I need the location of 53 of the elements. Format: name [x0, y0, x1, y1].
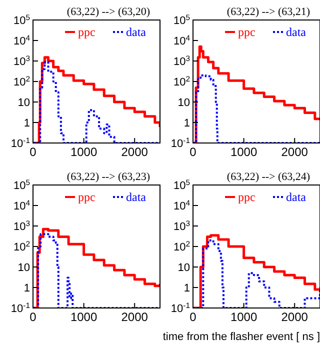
legend-label: data	[126, 190, 147, 204]
y-tick-label: 10$^{3}$	[173, 54, 190, 68]
y-tick-label: 10$^{-1}$	[170, 136, 190, 150]
y-tick-label: 10	[18, 97, 30, 109]
legend-label: ppc	[238, 25, 256, 39]
y-tick-label: 1	[184, 118, 190, 130]
legend-label: data	[286, 190, 307, 204]
y-tick-label: 10$^{2}$	[173, 239, 190, 254]
y-tick-label: 10$^{-1}$	[10, 136, 30, 150]
y-tick-label: 10$^{3}$	[13, 54, 30, 68]
legend-label: ppc	[78, 25, 96, 39]
y-tick-label: 10$^{5}$	[13, 12, 30, 27]
y-tick-label: 10$^{2}$	[13, 74, 30, 88]
x-tick-label: 0	[30, 310, 37, 324]
x-tick-label: 2000	[121, 310, 148, 324]
chart-title: (63,22) --> (63,21)	[226, 6, 310, 18]
y-tick-label: 10	[178, 262, 190, 274]
x-tick-label: 1000	[70, 145, 98, 159]
x-axis-title: time from the flasher event [ ns ]	[162, 331, 320, 343]
x-tick-label: 2000	[121, 145, 148, 159]
y-tick-label: 10$^{5}$	[173, 12, 190, 27]
x-tick-label: 1000	[230, 310, 258, 324]
legend-label: data	[286, 25, 307, 39]
y-tick-label: 10$^{4}$	[173, 33, 191, 48]
x-tick-label: 1000	[70, 310, 98, 324]
y-tick-label: 10	[178, 97, 190, 109]
y-tick-label: 1	[24, 282, 30, 294]
y-tick-label: 10$^{2}$	[13, 239, 30, 254]
y-tick-label: 10$^{5}$	[173, 178, 190, 192]
y-tick-label: 10$^{5}$	[13, 178, 30, 192]
legend-label: ppc	[238, 190, 256, 204]
y-tick-label: 10$^{4}$	[173, 198, 191, 212]
y-tick-label: 10$^{3}$	[173, 218, 190, 233]
y-tick-label: 1	[24, 118, 30, 130]
x-tick-label: 1000	[230, 145, 258, 159]
legend-label: data	[126, 25, 147, 39]
y-tick-label: 10$^{2}$	[173, 74, 190, 88]
y-tick-label: 10$^{4}$	[13, 198, 31, 212]
y-tick-label: 1	[184, 282, 190, 294]
x-tick-label: 0	[190, 310, 197, 324]
x-tick-label: 2000	[281, 310, 308, 324]
y-tick-label: 10$^{3}$	[13, 218, 30, 233]
x-tick-label: 2000	[281, 145, 308, 159]
x-tick-label: 0	[190, 145, 197, 159]
chart-title: (63,22) --> (63,24)	[226, 171, 310, 183]
y-tick-label: 10$^{4}$	[13, 33, 31, 48]
x-tick-label: 0	[30, 145, 37, 159]
y-tick-label: 10$^{-1}$	[10, 300, 30, 315]
chart-title: (63,22) --> (63,20)	[66, 6, 150, 18]
chart-title: (63,22) --> (63,23)	[66, 171, 150, 183]
legend-label: ppc	[78, 190, 96, 204]
y-tick-label: 10	[18, 262, 30, 274]
y-tick-label: 10$^{-1}$	[170, 300, 190, 315]
